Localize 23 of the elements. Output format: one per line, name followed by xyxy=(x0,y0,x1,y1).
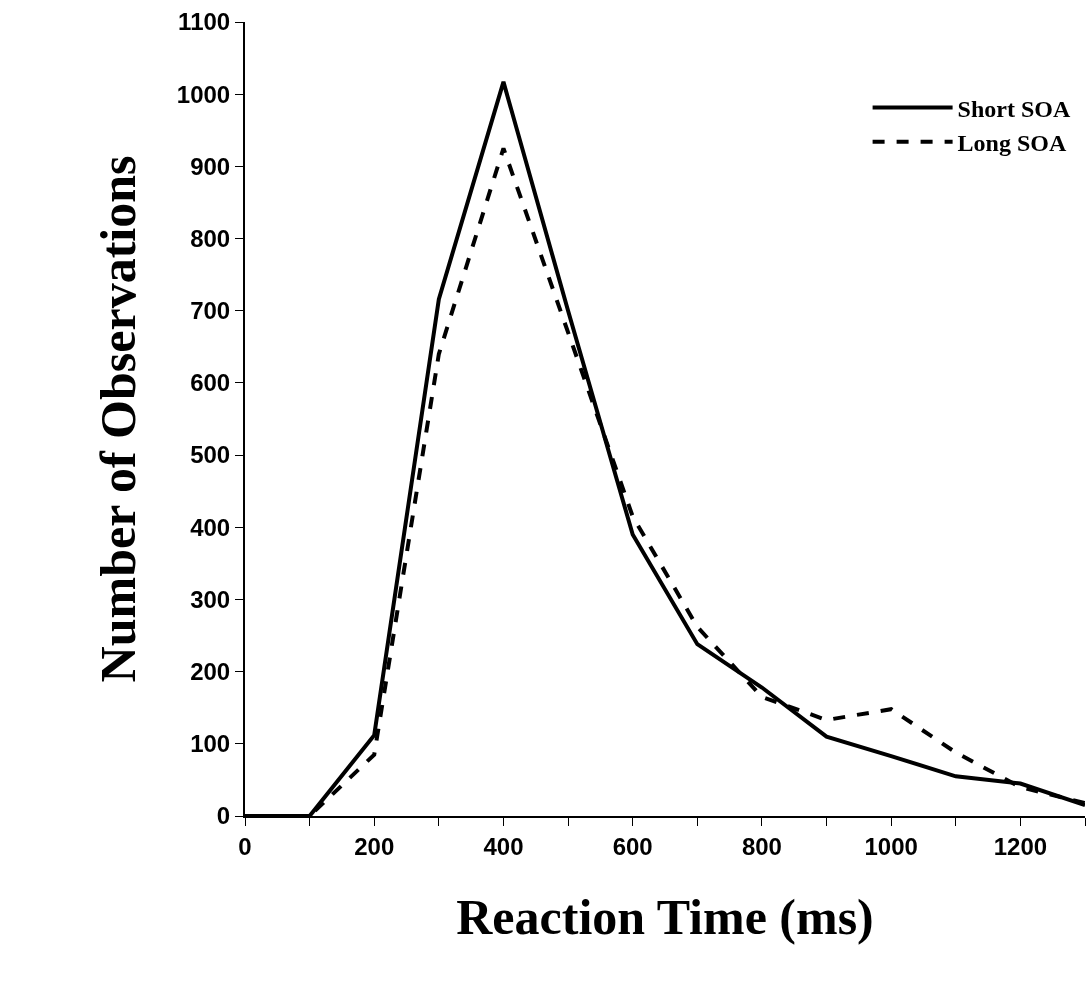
y-tick-label: 100 xyxy=(190,730,231,758)
x-tick-label: 600 xyxy=(612,832,653,860)
x-tick-label: 400 xyxy=(483,832,524,860)
y-axis-title: Number of Observations xyxy=(90,155,147,683)
y-tick-label: 300 xyxy=(190,585,231,613)
x-axis-title: Reaction Time (ms) xyxy=(456,888,874,945)
y-tick-label: 500 xyxy=(190,441,231,469)
y-tick-label: 0 xyxy=(216,802,231,830)
x-tick-label: 1200 xyxy=(993,832,1048,860)
y-tick-label: 1000 xyxy=(176,80,231,108)
y-tick-label: 600 xyxy=(190,369,231,397)
y-tick-label: 400 xyxy=(190,513,231,541)
x-tick-label: 1000 xyxy=(864,832,918,860)
y-tick-label: 200 xyxy=(190,658,231,686)
y-tick-label: 1100 xyxy=(178,8,231,36)
x-tick-label: 800 xyxy=(741,832,782,860)
x-tick-label: 0 xyxy=(238,832,252,860)
y-tick-label: 900 xyxy=(190,152,231,180)
x-tick-label: 200 xyxy=(354,832,395,860)
legend-label: Long SOA xyxy=(957,130,1067,157)
y-tick-label: 700 xyxy=(190,297,231,325)
y-tick-label: 800 xyxy=(190,224,231,252)
legend-label: Short SOA xyxy=(957,95,1071,122)
